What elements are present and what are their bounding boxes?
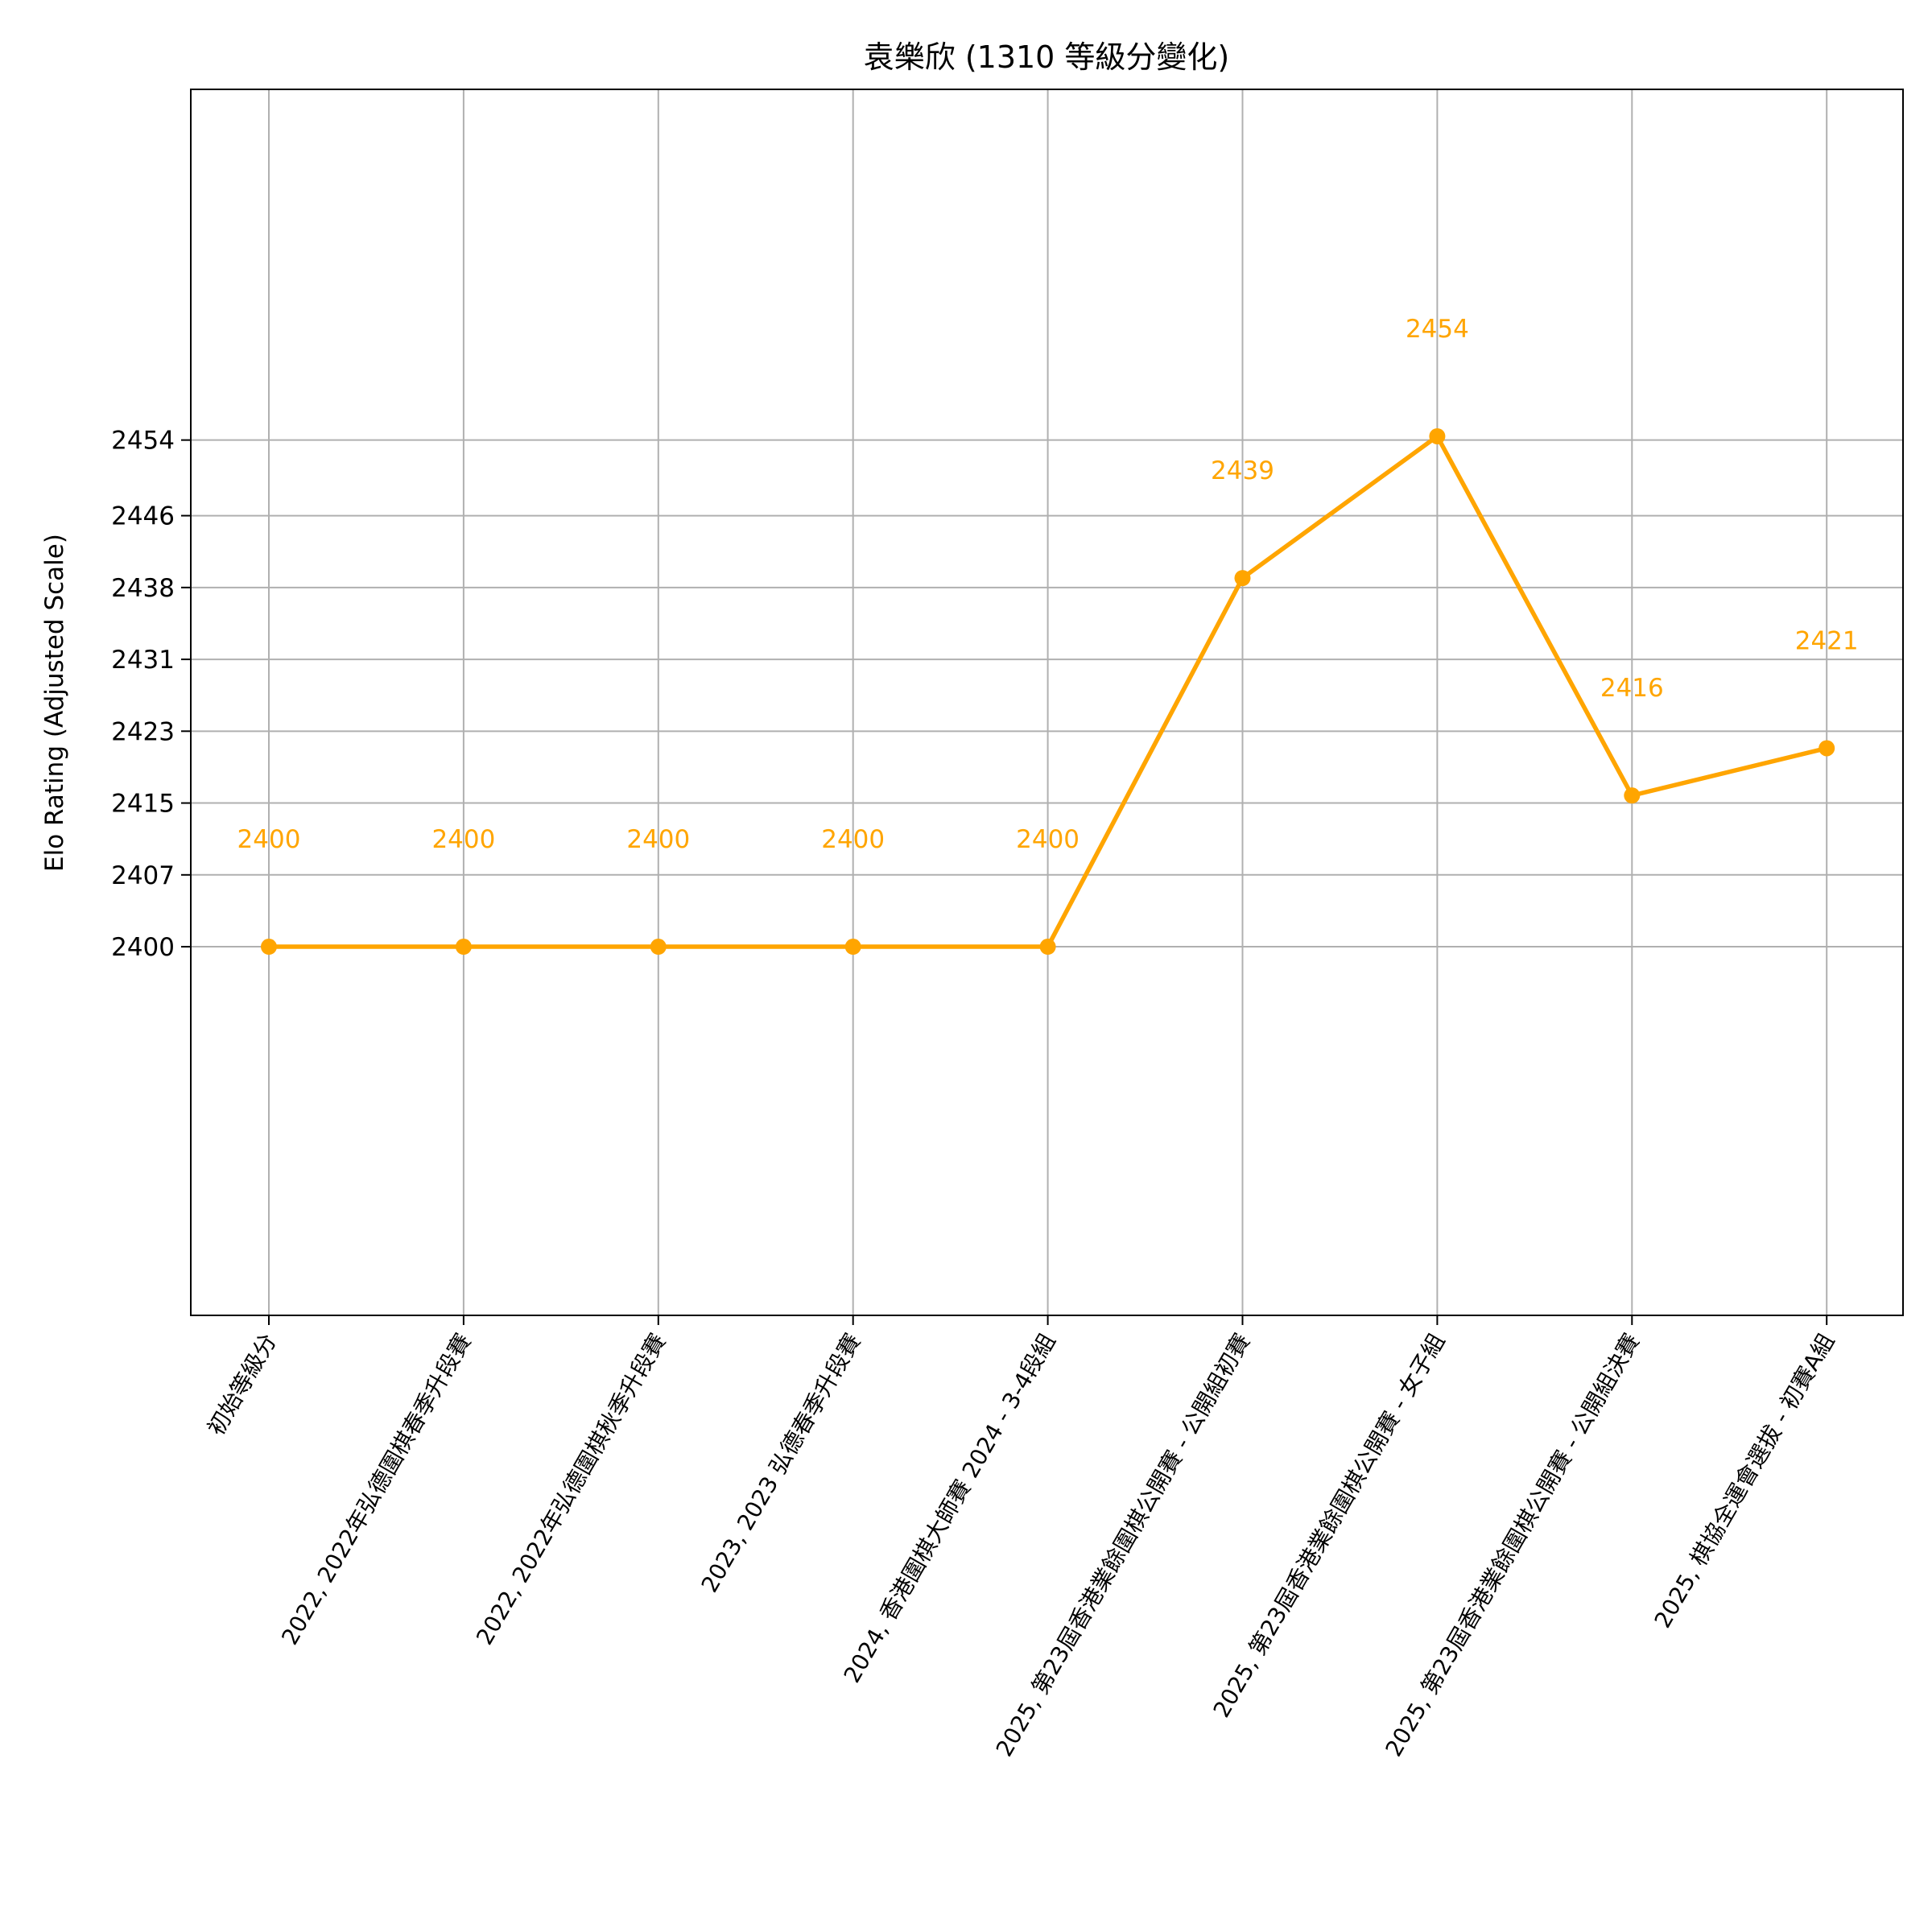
y-tick-label: 2446 (111, 502, 175, 531)
x-tick-label: 初始等級分 (202, 1329, 282, 1440)
chart-title: 袁樂欣 (1310 等級分變化) (864, 39, 1230, 75)
series-layer (261, 427, 1835, 956)
plot-frame (190, 89, 1904, 1316)
y-tick-label: 2438 (111, 574, 175, 603)
y-tick-label: 2407 (111, 861, 175, 890)
data-point (1818, 740, 1835, 757)
label-layer: 2400 2400 2400 2400 2400 2439 2454 2416 2421 (237, 315, 1859, 854)
data-label: 2400 (237, 825, 301, 854)
data-label: 2416 (1600, 674, 1664, 703)
data-point (1624, 787, 1641, 804)
data-label: 2454 (1406, 315, 1469, 344)
y-tick-label: 2400 (111, 933, 175, 962)
y-tick-label: 2415 (111, 790, 175, 819)
x-tick-label: 2023, 2023 弘德春季升段賽 (696, 1329, 866, 1597)
x-tick-label: 2025, 棋協全運會選拔 - 初賽A組 (1649, 1329, 1840, 1633)
data-label: 2400 (821, 825, 885, 854)
x-tick-label: 2022, 2022年弘德圍棋春季升段賽 (276, 1329, 477, 1649)
x-tick-label: 2025, 第23屆香港業餘圍棋公開賽 - 女子組 (1208, 1329, 1451, 1722)
data-point (1429, 427, 1446, 444)
data-label: 2439 (1211, 456, 1274, 485)
y-tick-label: 2423 (111, 717, 175, 746)
y-tick-label: 2431 (111, 646, 175, 675)
data-label: 2400 (431, 825, 495, 854)
data-point (1234, 570, 1251, 587)
data-point (261, 939, 277, 956)
y-tick-label: 2454 (111, 427, 175, 456)
x-tick-label: 2022, 2022年弘德圍棋秋季升段賽 (471, 1329, 671, 1649)
data-label: 2421 (1795, 626, 1859, 655)
grid-layer (191, 89, 1903, 1315)
x-tick-label: 2024, 香港圍棋大師賽 2024 - 3-4段組 (839, 1329, 1061, 1687)
data-point (455, 939, 472, 956)
data-label: 2400 (626, 825, 690, 854)
data-point (844, 939, 861, 956)
data-point (1039, 939, 1056, 956)
data-label: 2400 (1016, 825, 1080, 854)
y-axis-label: Elo Rating (Adjusted Scale) (40, 534, 69, 872)
data-point (650, 939, 667, 956)
